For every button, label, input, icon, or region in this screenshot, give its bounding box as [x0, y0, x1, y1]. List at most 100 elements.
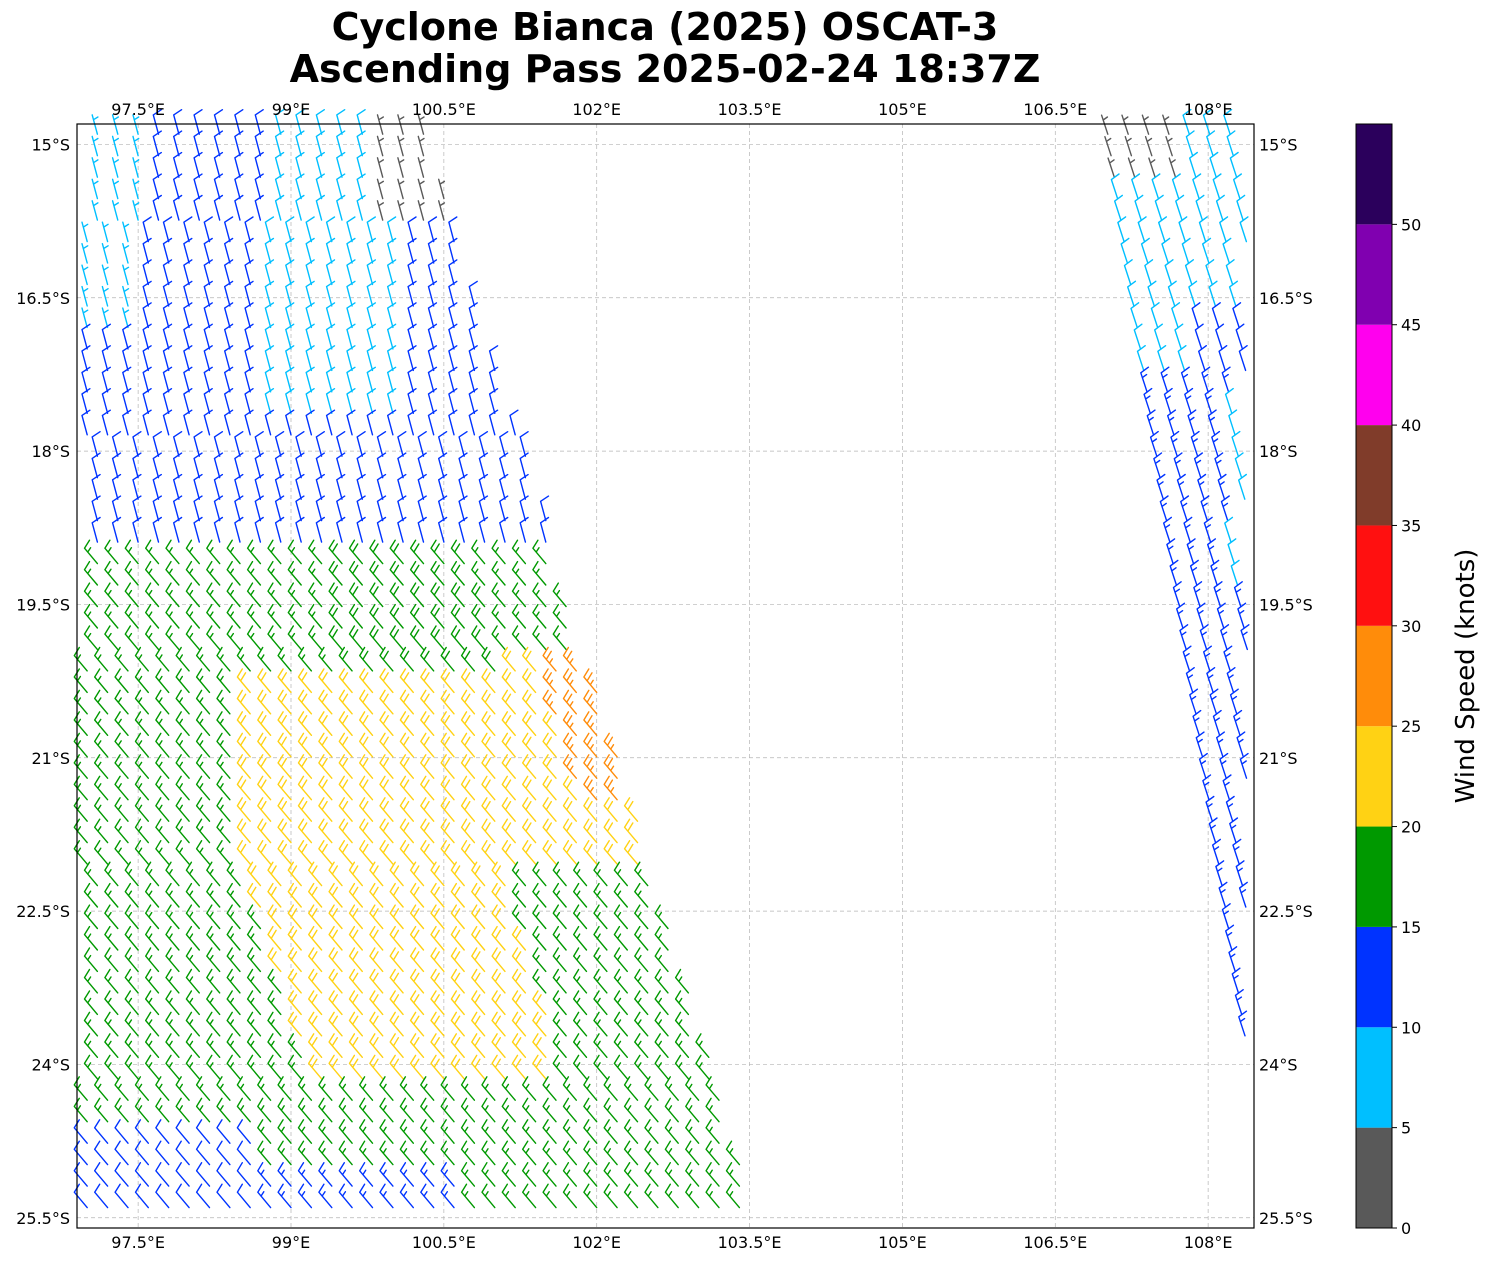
- wind-barb: [1185, 130, 1195, 157]
- wind-barb: [226, 990, 241, 1016]
- wind-barb: [1149, 430, 1159, 457]
- wind-barb: [287, 925, 302, 951]
- wind-barb: [175, 840, 190, 865]
- wind-barb: [664, 1162, 679, 1187]
- wind-barb: [104, 968, 119, 994]
- wind-barb: [101, 366, 111, 393]
- wind-barb: [471, 861, 486, 887]
- wind-barb: [1172, 581, 1182, 608]
- wind-barb: [277, 689, 292, 715]
- wind-barb: [114, 646, 129, 672]
- wind-barb: [193, 109, 203, 135]
- wind-barb: [562, 797, 577, 822]
- lon-tick-label-bottom: 102°E: [572, 1233, 621, 1252]
- lon-tick-label-top: 106.5°E: [1023, 100, 1087, 119]
- wind-barb: [430, 968, 445, 994]
- lat-tick-label-right: 18°S: [1259, 442, 1298, 461]
- wind-barb: [297, 775, 313, 801]
- wind-barb: [175, 711, 190, 736]
- wind-barb: [460, 797, 476, 822]
- wind-barb: [338, 754, 353, 779]
- wind-barb: [417, 157, 425, 178]
- wind-barb: [142, 216, 152, 243]
- wind-barb: [203, 388, 213, 414]
- wind-barb: [173, 130, 183, 157]
- wind-barb: [285, 409, 295, 436]
- wind-barb: [236, 797, 251, 822]
- wind-barb: [542, 797, 557, 822]
- map-title-line1: Cyclone Bianca (2025) OSCAT-3: [331, 5, 999, 49]
- wind-barb: [562, 689, 577, 715]
- wind-barb: [277, 1076, 292, 1101]
- wind-barb: [185, 539, 200, 565]
- wind-barb: [488, 388, 499, 414]
- wind-barb: [104, 947, 119, 973]
- wind-barb: [264, 237, 275, 264]
- wind-barb: [206, 582, 221, 608]
- wind-barb: [471, 1054, 486, 1080]
- wind-barb: [348, 539, 363, 565]
- wind-barb: [427, 280, 438, 307]
- lat-tick-label-right: 21°S: [1259, 749, 1298, 768]
- wind-barb: [399, 775, 414, 801]
- wind-barb: [328, 861, 343, 887]
- wind-barb: [264, 280, 275, 307]
- wind-barb: [366, 216, 376, 243]
- wind-barb: [491, 947, 506, 973]
- wind-barb: [460, 754, 476, 779]
- lon-tick-label-bottom: 99°E: [272, 1233, 310, 1252]
- wind-barb: [122, 307, 130, 329]
- wind-barb: [532, 560, 547, 586]
- wind-barb: [511, 625, 527, 651]
- wind-barb: [1147, 280, 1157, 307]
- wind-barb: [94, 797, 109, 822]
- wind-barb: [379, 1076, 394, 1101]
- wind-barb: [1208, 817, 1218, 844]
- wind-barb: [193, 495, 203, 522]
- wind-barb: [325, 409, 336, 436]
- wind-barb: [295, 452, 305, 479]
- wind-barb: [1184, 259, 1194, 286]
- wind-barb: [224, 302, 234, 329]
- wind-barb: [142, 409, 152, 436]
- wind-barb: [389, 990, 404, 1016]
- wind-barb: [644, 1097, 659, 1123]
- wind-barb: [246, 882, 262, 908]
- wind-barb: [1136, 345, 1146, 372]
- wind-barb: [81, 221, 89, 243]
- wind-barb: [448, 388, 458, 414]
- wind-barb: [491, 1054, 506, 1080]
- wind-barb: [509, 409, 519, 436]
- wind-barb: [387, 302, 397, 329]
- lon-tick-label-top: 97.5°E: [111, 100, 165, 119]
- wind-barb: [1238, 1010, 1248, 1037]
- wind-barb: [165, 539, 180, 565]
- latitude-ticks: 15°S 15°S16.5°S 16.5°S18°S 18°S19.5°S 19.5°S…: [16, 135, 1313, 1227]
- wind-barb: [573, 990, 588, 1016]
- wind-barb: [522, 668, 537, 694]
- wind-barb: [613, 1033, 628, 1058]
- wind-barb: [267, 861, 282, 887]
- wind-barb: [1127, 157, 1136, 178]
- wind-barb: [338, 840, 353, 865]
- wind-barb: [448, 409, 458, 436]
- wind-barb: [346, 366, 356, 393]
- lon-tick-label-bottom: 105°E: [878, 1233, 927, 1252]
- wind-barb: [94, 775, 109, 801]
- wind-barb: [562, 1183, 577, 1209]
- wind-barb: [1198, 345, 1207, 372]
- wind-barb: [1153, 452, 1163, 479]
- wind-barb: [409, 603, 425, 629]
- wind-barb: [542, 754, 557, 779]
- wind-barb: [257, 840, 272, 865]
- wind-barb: [1197, 473, 1207, 500]
- wind-barb: [1184, 387, 1194, 414]
- wind-barb: [101, 388, 111, 414]
- wind-barb: [369, 968, 384, 994]
- wind-barb: [246, 625, 262, 651]
- wind-barb: [83, 861, 99, 887]
- wind-barb: [193, 130, 203, 157]
- wind-barb: [356, 473, 366, 500]
- wind-barb: [264, 388, 275, 414]
- wind-barb: [491, 882, 506, 908]
